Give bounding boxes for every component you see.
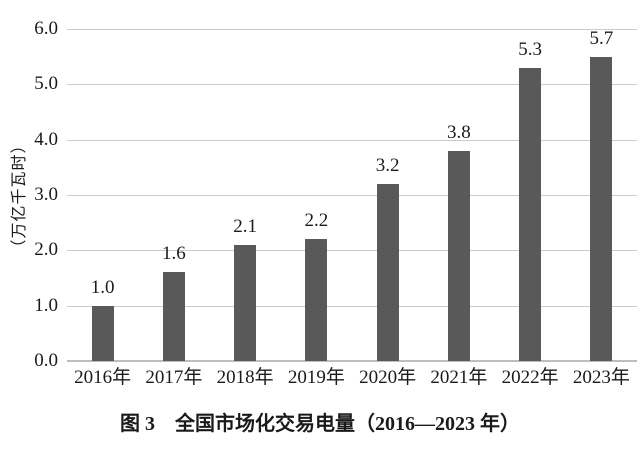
bar-value-label: 5.3 [518,38,542,60]
y-tick-label: 5.0 [34,73,58,95]
x-tick-label: 2022年 [501,367,559,388]
bar-value-label: 1.6 [162,243,186,265]
x-tick-label: 2019年 [287,367,345,388]
bar-value-label: 3.2 [375,154,400,176]
bar-value-label: 2.2 [304,210,329,232]
bar-slot: 1.0 [67,29,138,361]
gridline [67,84,637,86]
bar-slot: 2.1 [210,29,281,361]
bar-value-label: 5.7 [589,28,614,49]
bar-slot: 5.7 [566,29,637,361]
bar [91,305,114,361]
gridline [67,250,637,252]
x-tick-label: 2018年 [216,367,274,388]
bar-slot: 2.2 [281,29,352,361]
bar [590,57,613,361]
chart-caption: 图 3 全国市场化交易电量（2016—2023 年） [120,413,520,435]
x-tick-label: 2016年 [74,367,132,388]
bar-value-label: 2.1 [233,215,257,237]
bar [305,239,328,361]
bar [376,183,399,361]
gridline [67,29,637,30]
bar-slot: 5.3 [495,29,566,361]
y-tick-label: 6.0 [34,18,58,39]
bar-value-label: 3.8 [447,121,471,143]
y-axis-tick-labels: 6.0 5.0 4.0 3.0 2.0 1.0 0.0 [0,0,60,456]
y-tick-label: 1.0 [34,294,58,316]
x-axis-line [67,360,637,362]
gridline [67,139,637,141]
y-tick-label: 0.0 [34,350,58,371]
x-tick-label: 2023年 [572,367,630,388]
x-tick-label: 2017年 [145,367,203,388]
y-tick-label: 3.0 [34,184,58,205]
gridline [67,305,637,307]
x-tick-label: 2021年 [430,367,488,388]
bar-series: 1.0 1.6 2.1 2.2 3.2 3.8 5.3 5.7 [67,29,637,361]
bar [447,150,470,361]
x-tick-label: 2020年 [359,367,417,388]
bar [234,244,257,361]
bar [519,67,542,361]
x-axis-tick-labels: 2016年 2017年 2018年 2019年 2020年 2021年 2022年 2023年 [67,366,637,390]
bar-slot: 3.2 [352,29,423,361]
gridline [67,195,637,196]
bar [162,272,185,361]
bar-slot: 3.8 [423,29,494,361]
y-tick-label: 4.0 [34,128,58,150]
plot-area: 1.0 1.6 2.1 2.2 3.2 3.8 5.3 5.7 [67,29,637,362]
y-tick-label: 2.0 [34,239,58,261]
bar-slot: 1.6 [138,29,209,361]
bar-value-label: 1.0 [90,276,115,298]
